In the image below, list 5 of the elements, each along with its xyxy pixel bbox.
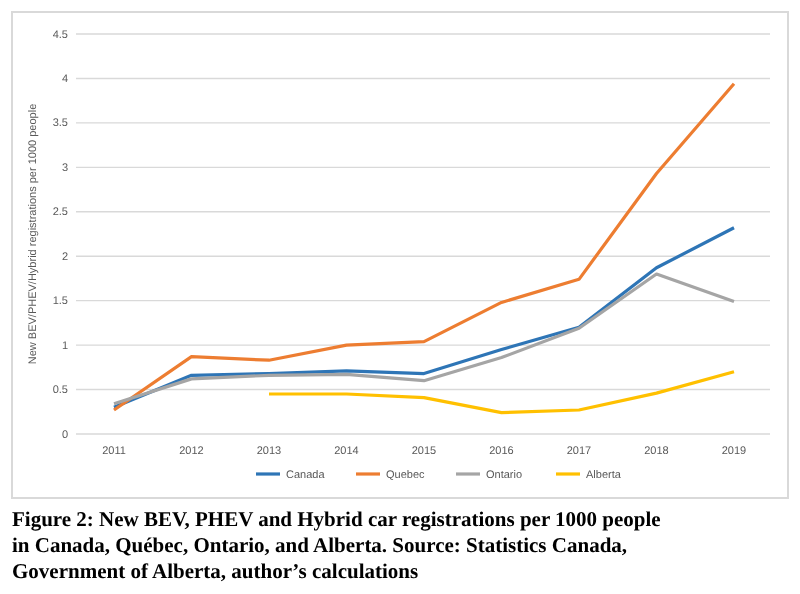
caption: Figure 2: New BEV, PHEV and Hybrid car registrations per 1000 people in Canada, Québec, Ontario, and Alberta. Source: Statistics Canada, Government of Alberta, author’s calculations bbox=[12, 510, 662, 584]
line-series bbox=[112, 272, 736, 406]
line-series bbox=[112, 82, 736, 412]
line-series bbox=[267, 370, 736, 415]
line-series bbox=[112, 226, 736, 409]
